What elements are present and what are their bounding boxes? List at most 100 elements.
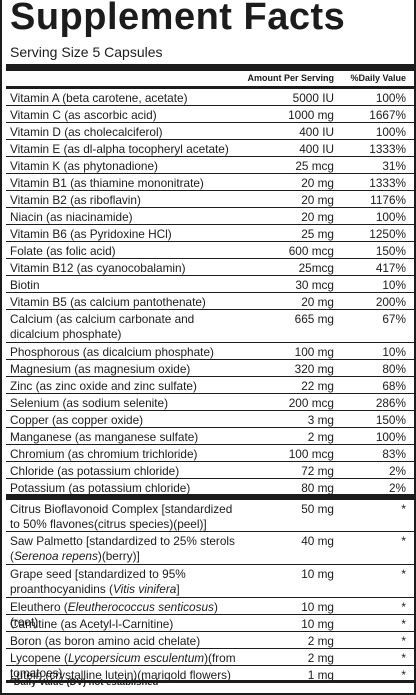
nutrient-amount: 25mcg	[298, 261, 334, 275]
nutrient-row: Vitamin K (as phytonadione) 25 mcg 31%	[6, 157, 414, 174]
nutrient-name-text: Niacin (as niacinamide)	[10, 210, 133, 224]
nutrient-name: Boron (as boron amino acid chelate)	[10, 634, 245, 649]
nutrient-row: Vitamin B12 (as cyanocobalamin) 25mcg 417%	[6, 259, 414, 276]
nutrient-name-text: Vitamin B5 (as calcium pantothenate)	[10, 295, 206, 309]
nutrient-name: Copper (as copper oxide)	[10, 413, 245, 428]
nutrient-daily-value: 1250%	[369, 227, 406, 241]
nutrient-amount: 2 mg	[307, 430, 334, 444]
nutrient-name: Citrus Bioflavonoid Complex [standardize…	[10, 502, 245, 532]
nutrient-name-text: Lutein (crystalline lutein)(marigold flo…	[10, 668, 231, 682]
nutrient-name-text: Chloride (as potassium chloride)	[10, 464, 180, 478]
nutrient-row: Vitamin B6 (as Pyridoxine HCl) 25 mg 1250%	[6, 225, 414, 242]
nutrient-daily-value: 67%	[382, 312, 406, 326]
nutrient-row: Calcium (as calcium carbonate and dicalc…	[6, 310, 414, 343]
nutrient-name-text: )(berry)]	[97, 549, 140, 563]
nutrient-name-italic: Lycopersicum esculentum	[67, 651, 205, 665]
nutrient-daily-value: *	[401, 617, 406, 631]
nutrient-amount: 20 mg	[301, 193, 334, 207]
nutrient-name: Vitamin K (as phytonadione)	[10, 159, 245, 174]
nutrient-amount: 2 mg	[307, 634, 334, 648]
nutrient-row: Biotin 30 mcg 10%	[6, 276, 414, 293]
nutrient-daily-value: 68%	[382, 379, 406, 393]
nutrient-daily-value: *	[401, 567, 406, 581]
nutrient-name-italic: Eleutherococcus senticosus	[67, 600, 214, 614]
nutrient-row: Vitamin C (as ascorbic acid) 1000 mg 1667%	[6, 106, 414, 123]
nutrient-name-text: Biotin	[10, 278, 40, 292]
nutrient-daily-value: 10%	[382, 278, 406, 292]
nutrient-name-text: )(root)	[10, 600, 218, 629]
nutrient-amount: 25 mcg	[295, 159, 334, 173]
nutrient-row: Phosphorous (as dicalcium phosphate) 100 …	[6, 343, 414, 360]
nutrient-amount: 100 mcg	[288, 447, 334, 461]
nutrient-name: Carnitine (as Acetyl-l-Carnitine)	[10, 617, 245, 632]
nutrient-row: Vitamin D (as cholecalciferol) 400 IU 100%	[6, 123, 414, 140]
nutrient-name-text: Calcium (as calcium carbonate and dicalc…	[10, 312, 195, 341]
nutrient-name-text: Lycopene (	[10, 651, 68, 665]
nutrient-name-text: Grape seed [standardized to 95% proantho…	[10, 567, 186, 596]
nutrient-amount: 100 mg	[294, 345, 334, 359]
nutrient-row: Chromium (as chromium trichloride) 100 mc…	[6, 445, 414, 462]
nutrient-amount: 40 mg	[301, 534, 334, 548]
nutrient-name: Chromium (as chromium trichloride)	[10, 447, 245, 462]
nutrient-daily-value: 2%	[388, 464, 406, 478]
nutrient-name-italic: Vitis vinifera	[112, 582, 177, 596]
nutrient-daily-value: 150%	[375, 244, 406, 258]
nutrient-daily-value: *	[401, 668, 406, 682]
nutrient-name: Chloride (as potassium chloride)	[10, 464, 245, 479]
nutrient-daily-value: *	[401, 600, 406, 614]
nutrient-name: Vitamin C (as ascorbic acid)	[10, 108, 245, 123]
nutrient-row: Eleuthero (Eleutherococcus senticosus)(r…	[6, 598, 414, 629]
nutrient-row: Vitamin B5 (as calcium pantothenate) 20 m…	[6, 293, 414, 310]
nutrient-name-text: Vitamin B12 (as cyanocobalamin)	[10, 261, 186, 275]
nutrient-name: Vitamin B6 (as Pyridoxine HCl)	[10, 227, 245, 242]
nutrient-name-text: Vitamin B2 (as riboflavin)	[10, 193, 141, 207]
nutrient-daily-value: 417%	[375, 261, 406, 275]
nutrient-row: Grape seed [standardized to 95% proantho…	[6, 565, 414, 598]
nutrient-daily-value: 150%	[375, 413, 406, 427]
nutrient-name-text: Carnitine (as Acetyl-l-Carnitine)	[10, 617, 174, 631]
nutrient-name: Vitamin B1 (as thiamine mononitrate)	[10, 176, 245, 191]
nutrient-daily-value: 100%	[375, 91, 406, 105]
nutrient-name-italic: Serenoa repens	[13, 549, 98, 563]
nutrient-amount: 20 mg	[301, 295, 334, 309]
nutrient-row: Vitamin E (as dl-alpha tocopheryl acetat…	[6, 140, 414, 157]
column-header-amount: Amount Per Serving	[247, 73, 334, 83]
nutrient-row: Niacin (as niacinamide) 20 mg 100%	[6, 208, 414, 225]
nutrient-amount: 600 mcg	[288, 244, 334, 258]
nutrient-row: Chloride (as potassium chloride) 72 mg 2%	[6, 462, 414, 479]
nutrient-name-text: Folate (as folic acid)	[10, 244, 116, 258]
nutrient-name-text: Vitamin C (as ascorbic acid)	[10, 108, 157, 122]
nutrient-daily-value: *	[401, 534, 406, 548]
nutrient-row: Vitamin B1 (as thiamine mononitrate) 20 m…	[6, 174, 414, 191]
nutrient-name: Vitamin B5 (as calcium pantothenate)	[10, 295, 245, 310]
nutrient-row: Zinc (as zinc oxide and zinc sulfate) 22 …	[6, 377, 414, 394]
nutrient-daily-value: 1176%	[370, 193, 406, 207]
nutrient-name: Saw Palmetto [standardized to 25% sterol…	[10, 534, 245, 564]
nutrient-daily-value: 1333%	[369, 142, 406, 156]
nutrient-name-text: Vitamin A (beta carotene, acetate)	[10, 91, 188, 105]
footnote: *Daily Value (DV) not established	[10, 677, 159, 688]
nutrient-name-text: Copper (as copper oxide)	[10, 413, 144, 427]
nutrient-name: Potassium (as potassium chloride)	[10, 481, 245, 496]
nutrient-name-text: Boron (as boron amino acid chelate)	[10, 634, 201, 648]
nutrient-row: Vitamin A (beta carotene, acetate) 5000 I…	[6, 89, 414, 106]
nutrient-name: Vitamin B2 (as riboflavin)	[10, 193, 245, 208]
nutrient-name-text: Citrus Bioflavonoid Complex [standardize…	[10, 502, 233, 531]
nutrient-name: Folate (as folic acid)	[10, 244, 245, 259]
nutrient-daily-value: *	[401, 634, 406, 648]
nutrient-name: Niacin (as niacinamide)	[10, 210, 245, 225]
nutrient-name-text: Vitamin B1 (as thiamine mononitrate)	[10, 176, 204, 190]
nutrient-name-text: )(from tomatoes)	[10, 651, 236, 680]
nutrient-name: Calcium (as calcium carbonate and dicalc…	[10, 312, 245, 342]
nutrient-row: Potassium (as potassium chloride) 80 mg 2%	[6, 479, 414, 500]
nutrient-daily-value: 31%	[382, 159, 406, 173]
header-divider	[6, 86, 414, 89]
thick-divider	[6, 64, 414, 71]
nutrient-daily-value: *	[401, 651, 406, 665]
nutrient-name-text: Potassium (as potassium chloride)	[10, 481, 191, 495]
nutrient-name: Vitamin A (beta carotene, acetate)	[10, 91, 245, 106]
nutrient-row: Citrus Bioflavonoid Complex [standardize…	[6, 500, 414, 532]
panel-title: Supplement Facts	[10, 0, 346, 38]
nutrient-amount: 10 mg	[301, 600, 334, 614]
nutrient-amount: 10 mg	[301, 617, 334, 631]
